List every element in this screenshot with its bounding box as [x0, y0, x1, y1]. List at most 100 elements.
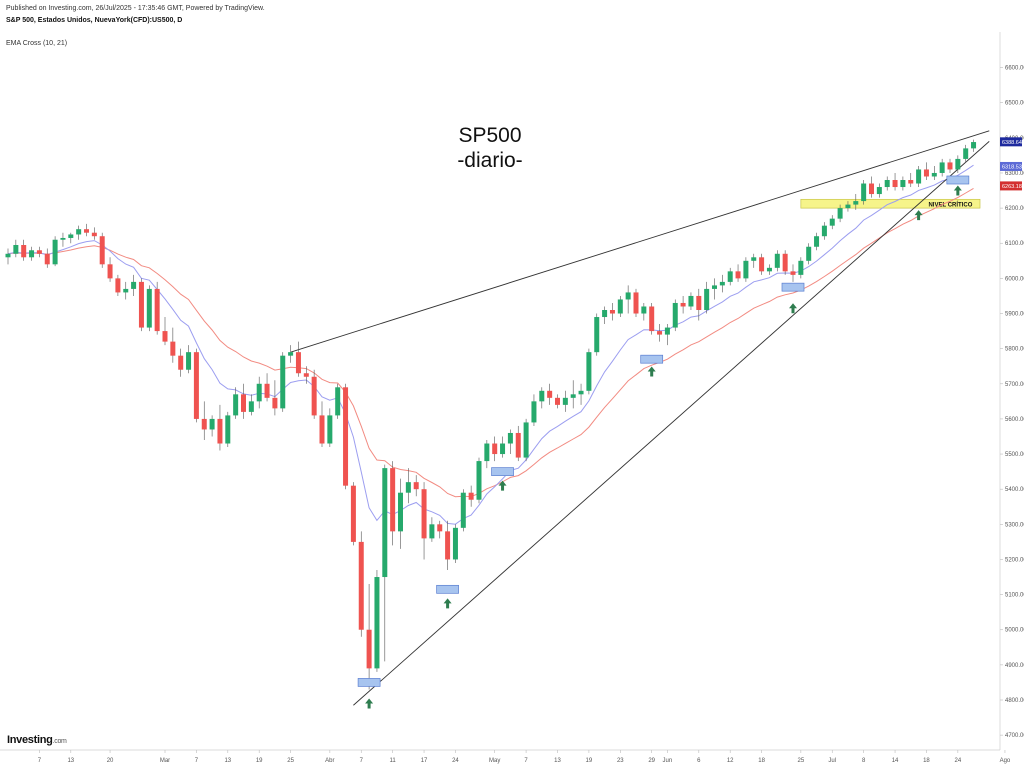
candle-body [555, 397, 560, 405]
candle [303, 366, 309, 384]
candle-body [209, 418, 215, 430]
candle-body [657, 331, 663, 335]
candle [421, 482, 427, 560]
candle-body [861, 183, 867, 202]
candle-body [280, 355, 286, 409]
ema-slow-line [7, 187, 974, 498]
candle-body [806, 246, 812, 261]
candle-body [547, 390, 553, 398]
candle-body [539, 390, 545, 402]
y-tick-label: 6500.00 [1005, 101, 1024, 107]
candle-body [696, 295, 702, 310]
candle [29, 246, 35, 261]
candle-body [774, 253, 780, 268]
candle-body [782, 253, 788, 272]
published-info: Published on Investing.com, 26/Jul/2025 … [6, 5, 265, 12]
y-tick-label: 4800.00 [1005, 698, 1024, 704]
candle [845, 201, 851, 212]
candle [193, 348, 199, 423]
candle-body [876, 187, 882, 195]
candles [5, 139, 977, 690]
candle [853, 194, 859, 210]
candle [821, 222, 827, 240]
candle-body [36, 250, 42, 254]
candle [523, 418, 529, 462]
y-tick-label: 6100.00 [1005, 241, 1024, 247]
candle-body [413, 482, 419, 490]
candle-body [398, 492, 403, 532]
candle-body [947, 162, 953, 170]
candle-body [586, 352, 592, 391]
candle-body [649, 306, 655, 332]
candle [272, 380, 278, 416]
candle [806, 243, 812, 265]
candle [602, 306, 608, 325]
candle [531, 394, 537, 426]
candle-body [884, 180, 890, 188]
candle-body [633, 292, 639, 314]
candle [814, 232, 820, 251]
candle-body [680, 302, 686, 307]
candle [162, 317, 168, 346]
candle [445, 520, 451, 570]
candle [539, 387, 545, 409]
candle-body [343, 387, 349, 486]
x-tick-label: 13 [67, 758, 74, 764]
candle [115, 274, 121, 296]
x-tick-label: 12 [727, 758, 734, 764]
candle [295, 341, 301, 377]
up-arrow-icon [914, 210, 923, 221]
candle-body [13, 245, 19, 254]
up-arrow-icon [789, 303, 797, 314]
candle [492, 436, 498, 462]
candle [398, 478, 403, 549]
candle-body [837, 208, 843, 219]
candle [884, 176, 890, 191]
up-arrow-icon [647, 366, 656, 377]
candle [861, 180, 867, 205]
candle-body [201, 418, 207, 430]
candle [99, 232, 105, 268]
candle [555, 394, 560, 409]
y-tick-label: 5800.00 [1005, 347, 1024, 353]
up-arrow-icon [498, 480, 507, 491]
price-tag [1000, 137, 1022, 147]
candle-body [476, 461, 482, 500]
candle [5, 248, 11, 265]
candle-body [5, 253, 11, 258]
candle [241, 383, 246, 419]
support-zone [357, 678, 381, 687]
candle-body [766, 267, 772, 272]
candle-body [892, 180, 898, 188]
candle [107, 257, 113, 282]
candle-body [594, 317, 600, 353]
critical-level-label: NIVEL CRÍTICO [928, 201, 972, 209]
candle [52, 236, 58, 267]
candle-body [107, 264, 113, 279]
candle-body [405, 482, 411, 493]
support-zone [781, 282, 805, 292]
candle [719, 274, 725, 293]
candle [704, 281, 710, 314]
candle [680, 295, 686, 314]
candle [617, 295, 623, 318]
candle [186, 345, 192, 374]
candle-body [382, 468, 388, 578]
candle-body [91, 232, 97, 237]
candle-body [29, 250, 35, 258]
price-tag [1000, 181, 1022, 191]
chart-subtitle: -diario- [457, 149, 522, 172]
candle-body [358, 541, 364, 630]
candle-body [790, 271, 796, 275]
x-tick-label: 24 [955, 758, 962, 764]
candle-body [335, 387, 341, 416]
price-tag-label: 6318.53 [1002, 164, 1022, 170]
candle [390, 461, 396, 546]
candle-body [515, 432, 521, 458]
candle [437, 520, 443, 539]
candle-body [350, 485, 356, 542]
candle-body [704, 288, 710, 310]
candle [264, 373, 270, 402]
candle-body [99, 236, 105, 265]
x-tick-label: 7 [38, 758, 42, 764]
